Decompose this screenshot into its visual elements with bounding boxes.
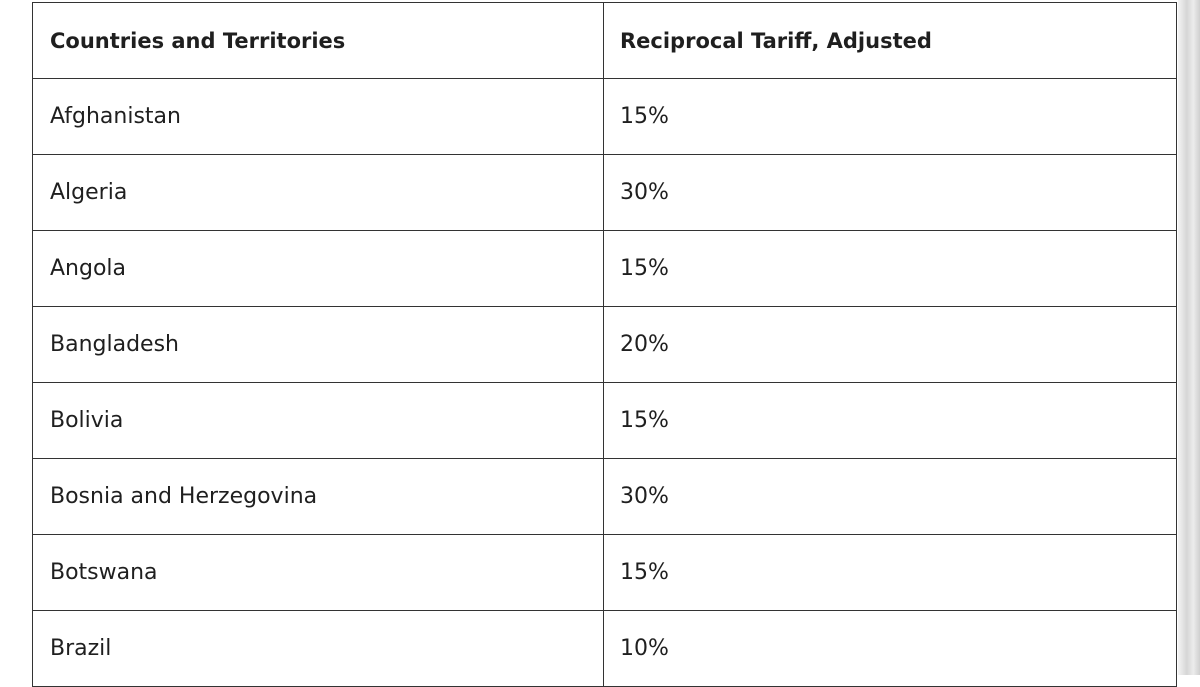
country-cell: Afghanistan [33, 79, 604, 154]
table-row: Afghanistan 15% [33, 79, 1176, 155]
tariff-cell: 20% [620, 332, 669, 357]
window-edge [1178, 0, 1200, 675]
country-cell: Bolivia [33, 383, 604, 458]
table-row: Brazil 10% [33, 611, 1176, 687]
tariff-table: Countries and Territories Reciprocal Tar… [32, 2, 1177, 687]
country-cell: Algeria [33, 155, 604, 230]
tariff-cell: 30% [620, 180, 669, 205]
table-row: Bangladesh 20% [33, 307, 1176, 383]
table-row: Bosnia and Herzegovina 30% [33, 459, 1176, 535]
country-cell: Botswana [33, 535, 604, 610]
header-cell: Countries and Territories [33, 3, 604, 78]
country-cell: Angola [33, 231, 604, 306]
country-cell: Bosnia and Herzegovina [33, 459, 604, 534]
header-cell: Reciprocal Tariff, Adjusted [620, 28, 932, 53]
country-cell: Bangladesh [33, 307, 604, 382]
tariff-cell: 15% [620, 560, 669, 585]
table-row: Algeria 30% [33, 155, 1176, 231]
tariff-cell: 10% [620, 636, 669, 661]
table-row: Bolivia 15% [33, 383, 1176, 459]
tariff-cell: 15% [620, 256, 669, 281]
tariff-cell: 15% [620, 104, 669, 129]
country-cell: Brazil [33, 611, 604, 686]
header-row: Countries and Territories Reciprocal Tar… [33, 3, 1176, 79]
tariff-cell: 15% [620, 408, 669, 433]
table-row: Angola 15% [33, 231, 1176, 307]
table-row: Botswana 15% [33, 535, 1176, 611]
tariff-cell: 30% [620, 484, 669, 509]
